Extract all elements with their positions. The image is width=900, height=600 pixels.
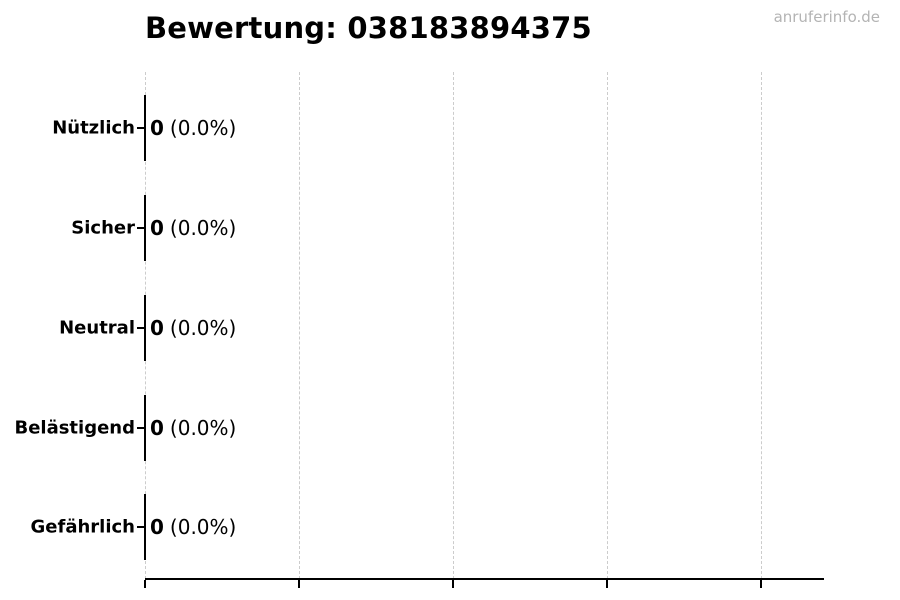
x-axis-line xyxy=(145,578,824,580)
value-percent: (0.0%) xyxy=(169,116,237,140)
value-percent: (0.0%) xyxy=(169,316,237,340)
value-percent: (0.0%) xyxy=(169,515,237,539)
y-axis-tick xyxy=(137,227,144,229)
zero-width-bar xyxy=(144,195,146,261)
category-label: Belästigend xyxy=(14,417,135,439)
category-label: Gefährlich xyxy=(30,516,135,538)
zero-width-bar xyxy=(144,494,146,560)
value-count: 0 xyxy=(150,515,164,539)
gridline xyxy=(761,72,762,579)
value-count: 0 xyxy=(150,316,164,340)
category-label: Nützlich xyxy=(52,117,135,139)
value-label: 0 (0.0%) xyxy=(150,216,236,240)
category-label: Neutral xyxy=(59,317,135,339)
gridline xyxy=(453,72,454,579)
zero-width-bar xyxy=(144,95,146,161)
value-label: 0 (0.0%) xyxy=(150,116,236,140)
gridline xyxy=(299,72,300,579)
watermark-text: anruferinfo.de xyxy=(773,8,880,26)
x-axis-tick xyxy=(760,580,762,588)
x-axis-tick xyxy=(606,580,608,588)
x-axis-tick xyxy=(298,580,300,588)
value-label: 0 (0.0%) xyxy=(150,416,236,440)
y-axis-tick xyxy=(137,427,144,429)
gridline xyxy=(607,72,608,579)
y-axis-tick xyxy=(137,526,144,528)
value-count: 0 xyxy=(150,116,164,140)
zero-width-bar xyxy=(144,395,146,461)
value-label: 0 (0.0%) xyxy=(150,515,236,539)
y-axis-tick xyxy=(137,327,144,329)
chart-title: Bewertung: 038183894375 xyxy=(145,11,592,45)
zero-width-bar xyxy=(144,295,146,361)
category-label: Sicher xyxy=(71,217,135,239)
value-percent: (0.0%) xyxy=(169,216,237,240)
x-axis-tick xyxy=(452,580,454,588)
value-percent: (0.0%) xyxy=(169,416,237,440)
x-axis-tick xyxy=(144,580,146,588)
value-count: 0 xyxy=(150,216,164,240)
value-count: 0 xyxy=(150,416,164,440)
value-label: 0 (0.0%) xyxy=(150,316,236,340)
y-axis-tick xyxy=(137,127,144,129)
